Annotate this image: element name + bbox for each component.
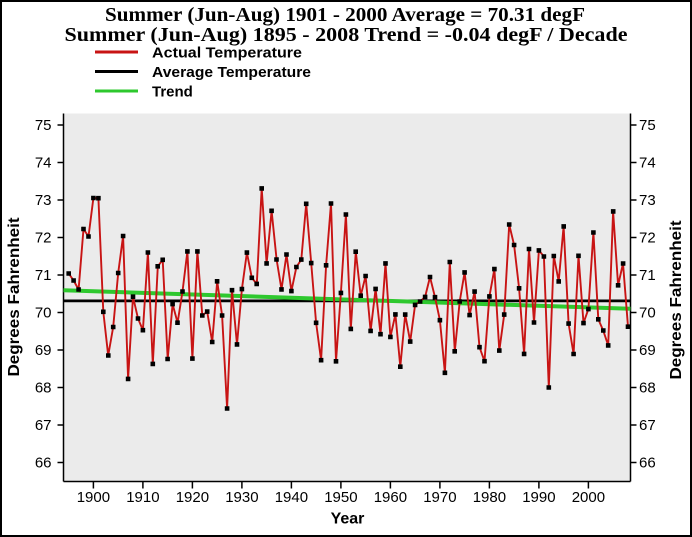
svg-text:72: 72 xyxy=(35,230,52,247)
svg-text:66: 66 xyxy=(639,455,656,472)
svg-text:67: 67 xyxy=(639,417,656,434)
svg-text:1900: 1900 xyxy=(77,489,110,506)
svg-text:1930: 1930 xyxy=(225,489,258,506)
svg-text:70: 70 xyxy=(639,305,656,322)
svg-text:68: 68 xyxy=(35,380,52,397)
svg-text:74: 74 xyxy=(35,155,52,172)
svg-text:1940: 1940 xyxy=(275,489,308,506)
svg-text:1980: 1980 xyxy=(473,489,506,506)
svg-text:1950: 1950 xyxy=(324,489,357,506)
svg-text:71: 71 xyxy=(35,267,52,284)
svg-text:Degrees Fahrenheit: Degrees Fahrenheit xyxy=(6,217,23,377)
svg-text:Actual Temperature: Actual Temperature xyxy=(152,45,302,62)
svg-text:Degrees Fahrenheit: Degrees Fahrenheit xyxy=(668,220,685,380)
svg-text:Trend: Trend xyxy=(152,84,193,101)
svg-text:1910: 1910 xyxy=(126,489,159,506)
svg-text:Average Temperature: Average Temperature xyxy=(152,64,311,81)
svg-text:Summer (Jun-Aug) 1895 - 2008 T: Summer (Jun-Aug) 1895 - 2008 Trend = -0.… xyxy=(65,24,628,46)
svg-text:1960: 1960 xyxy=(374,489,407,506)
svg-text:75: 75 xyxy=(639,117,656,134)
svg-text:67: 67 xyxy=(35,417,52,434)
svg-text:70: 70 xyxy=(35,305,52,322)
svg-text:71: 71 xyxy=(639,267,656,284)
svg-text:66: 66 xyxy=(35,455,52,472)
svg-text:Summer (Jun-Aug) 1901 - 2000 A: Summer (Jun-Aug) 1901 - 2000 Average = 7… xyxy=(105,4,585,26)
svg-text:1970: 1970 xyxy=(423,489,456,506)
svg-text:68: 68 xyxy=(639,380,656,397)
svg-text:1920: 1920 xyxy=(176,489,209,506)
svg-text:74: 74 xyxy=(639,155,656,172)
svg-text:Year: Year xyxy=(331,511,365,528)
svg-text:69: 69 xyxy=(35,342,52,359)
svg-text:73: 73 xyxy=(35,192,52,209)
svg-text:72: 72 xyxy=(639,230,656,247)
svg-text:69: 69 xyxy=(639,342,656,359)
svg-text:1990: 1990 xyxy=(522,489,555,506)
svg-text:73: 73 xyxy=(639,192,656,209)
svg-text:75: 75 xyxy=(35,117,52,134)
svg-text:2000: 2000 xyxy=(572,489,605,506)
